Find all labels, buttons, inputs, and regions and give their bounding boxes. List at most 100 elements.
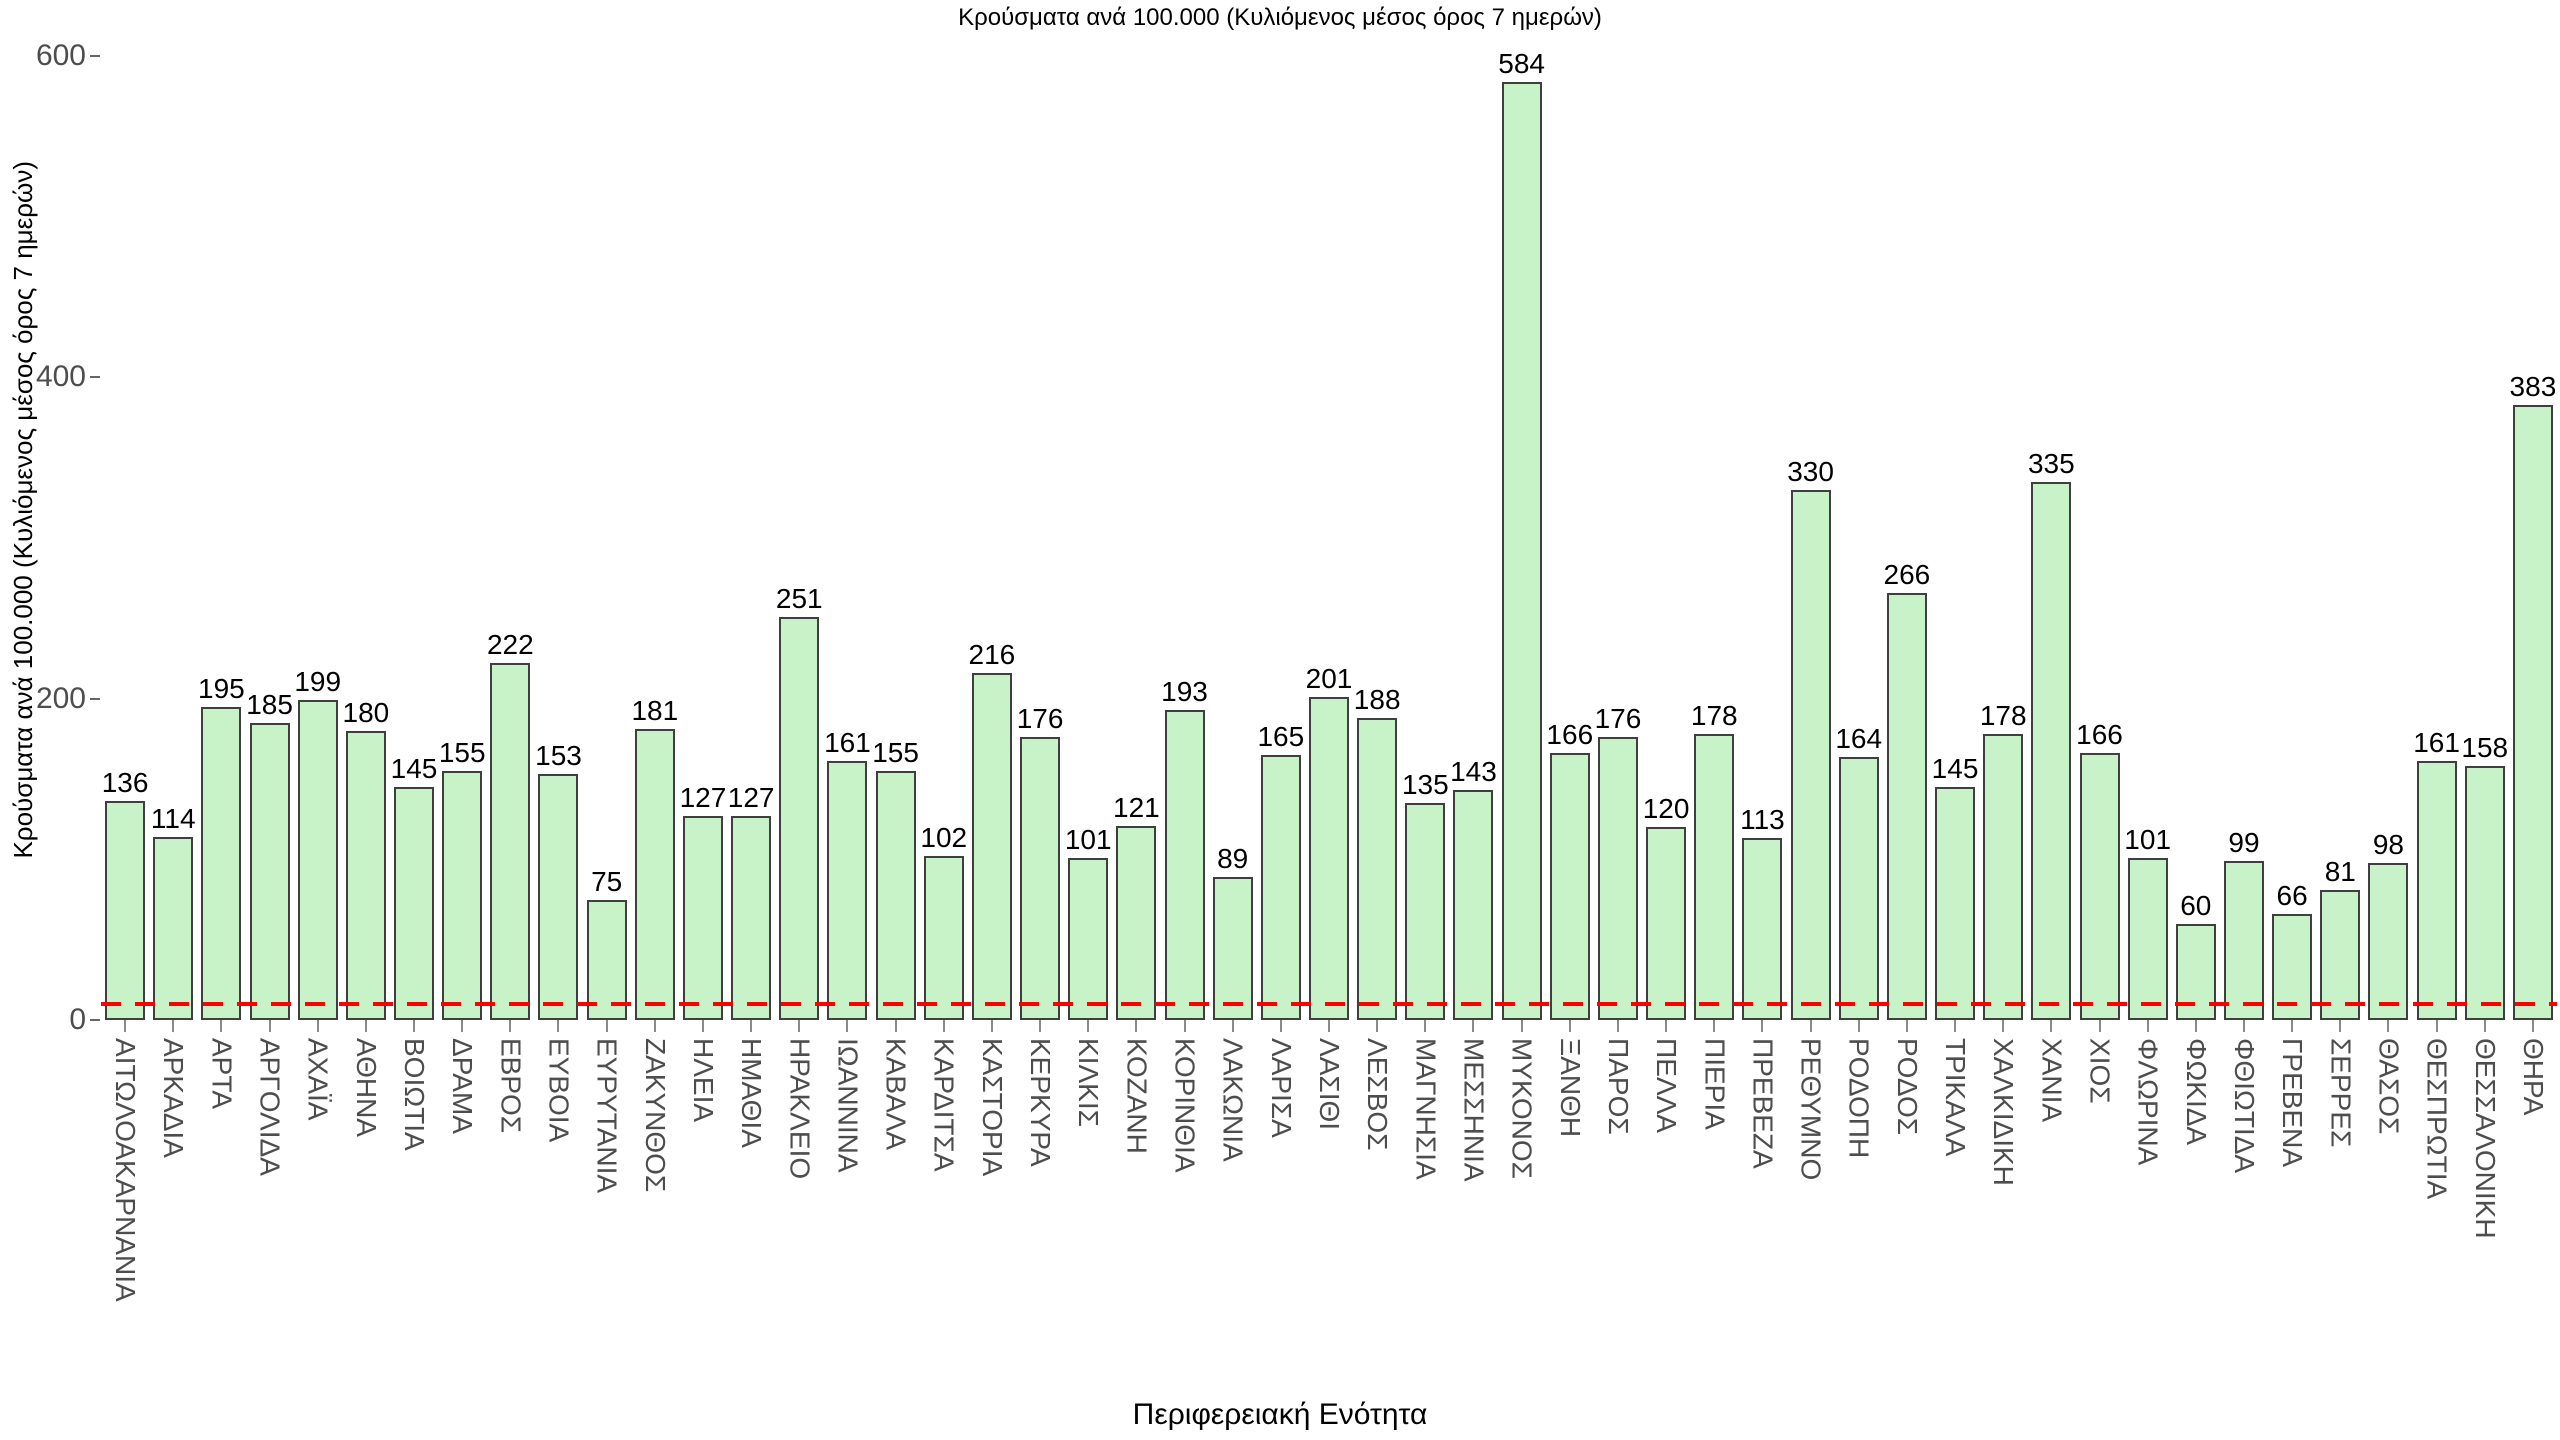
x-category-label: ΗΜΑΘΙΑ [736,1038,768,1148]
bar-value-label: 383 [2509,370,2557,402]
bar [1646,827,1687,1020]
bar [1068,857,1109,1020]
y-tick-label: 0 [69,1003,86,1036]
x-category-label: ΦΛΩΡΙΝΑ [2132,1038,2164,1166]
x-category-label: ΚΟΡΙΝΘΙΑ [1169,1038,1201,1173]
x-tick-mark [750,1020,753,1032]
bar [2512,404,2553,1020]
x-category-label: ΛΑΡΙΣΑ [1265,1038,1297,1138]
bar [875,770,916,1020]
x-category-label: ΚΑΒΑΛΑ [880,1038,912,1151]
x-category-label: ΔΡΑΜΑ [447,1038,479,1134]
bar-value-label: 158 [2461,732,2509,764]
bar-value-label: 102 [920,822,968,854]
x-category-label: ΤΡΙΚΑΛΑ [1940,1038,1972,1157]
x-tick-mark [1954,1020,1957,1032]
y-tick-label: 600 [35,39,86,72]
bar [105,801,146,1020]
x-tick-mark [2146,1020,2149,1032]
bar [1501,81,1542,1020]
bar-value-label: 161 [824,727,871,759]
x-tick-mark [2531,1020,2534,1032]
x-category-label: ΘΕΣΣΑΛΟΝΙΚΗ [2469,1038,2501,1239]
x-tick-mark [990,1020,993,1032]
bar-value-label: 178 [1979,700,2027,731]
x-tick-mark [1231,1020,1234,1032]
y-axis-label: Κρούσματα ανά 100.000 (Κυλιόμενος μέσος … [8,161,38,859]
y-tick-mark [90,55,100,57]
bar-value-label: 136 [101,767,149,799]
bar-value-label: 66 [2276,879,2308,911]
x-category-label: ΕΥΡΥΤΑΝΙΑ [591,1038,623,1194]
x-tick-mark [364,1020,367,1032]
bar-value-label: 166 [1546,719,1594,751]
bar [1694,734,1735,1020]
x-tick-mark [894,1020,897,1032]
x-category-label: ΗΛΕΙΑ [687,1038,719,1123]
x-category-label: ΒΟΙΩΤΙΑ [399,1038,431,1151]
bar [2031,481,2072,1020]
bar-value-label: 178 [1690,700,1738,731]
x-tick-mark [1135,1020,1138,1032]
bar [297,700,338,1020]
x-category-label: ΑΘΗΝΑ [350,1038,382,1137]
bar [1309,697,1349,1020]
bar [490,663,531,1020]
x-tick-mark [461,1020,464,1032]
y-tick-mark [90,376,100,379]
bar [1212,877,1253,1020]
bar-value-label: 176 [1016,703,1064,735]
x-tick-mark [1713,1020,1716,1032]
x-tick-mark [1183,1020,1186,1032]
x-tick-mark [1665,1020,1668,1032]
bar [1838,756,1879,1020]
bar-value-label: 161 [2413,727,2460,759]
bar [1453,790,1494,1020]
x-category-label: ΞΑΝΘΗ [1554,1038,1586,1138]
x-category-label: ΠΕΛΛΑ [1651,1038,1683,1133]
x-category-label: ΦΩΚΙΔΑ [2180,1038,2212,1146]
bar-value-label: 153 [535,740,582,772]
bar-value-label: 216 [968,638,1016,670]
y-axis-label-wrap: Κρούσματα ανά 100.000 (Κυλιόμενος μέσος … [8,0,39,1020]
bar [634,729,675,1020]
x-tick-mark [220,1020,223,1032]
bar-value-label: 155 [438,736,486,768]
bar-value-label: 181 [631,695,679,727]
x-category-label: ΖΑΚΥΝΘΟΣ [639,1038,671,1193]
x-tick-mark [2483,1020,2486,1032]
x-category-label: ΧΙΟΣ [2084,1038,2116,1104]
bar [153,836,194,1020]
bar-value-label: 155 [872,736,919,768]
x-tick-mark [942,1020,945,1032]
x-category-label: ΑΙΤΩΛΟΑΚΑΡΝΑΝΙΑ [110,1038,142,1302]
x-tick-mark [509,1020,512,1032]
bar-value-label: 176 [1594,703,1642,735]
bar [1260,754,1301,1020]
x-tick-mark [846,1020,849,1032]
bar [682,815,723,1020]
bar-value-label: 199 [294,666,342,698]
x-category-label: ΠΡΕΒΕΖΑ [1747,1038,1779,1169]
x-axis-label: Περιφερειακή Ενότητα [1132,1398,1428,1431]
x-category-label: ΗΡΑΚΛΕΙΟ [784,1038,816,1180]
x-tick-mark [798,1020,801,1032]
bar [1983,734,2024,1020]
x-tick-mark [1761,1020,1764,1032]
bar-value-label: 584 [1498,47,1545,79]
x-category-label: ΚΑΡΔΙΤΣΑ [928,1038,960,1172]
bar-value-label: 99 [2228,826,2260,858]
bar-value-label: 330 [1787,455,1834,487]
x-category-label: ΠΙΕΡΙΑ [1699,1038,1731,1130]
bar-value-label: 101 [1064,823,1112,855]
x-category-label: ΘΗΡΑ [2517,1038,2549,1116]
bar-value-label: 89 [1217,843,1249,874]
x-category-label: ΓΡΕΒΕΝΑ [2277,1038,2309,1168]
bar [586,899,627,1020]
x-tick-mark [2242,1020,2245,1032]
x-category-label: ΕΒΡΟΣ [495,1038,527,1134]
x-category-label: ΙΩΑΝΝΙΝΑ [832,1038,864,1173]
x-tick-mark [2098,1020,2101,1032]
x-tick-mark [2002,1020,2005,1032]
